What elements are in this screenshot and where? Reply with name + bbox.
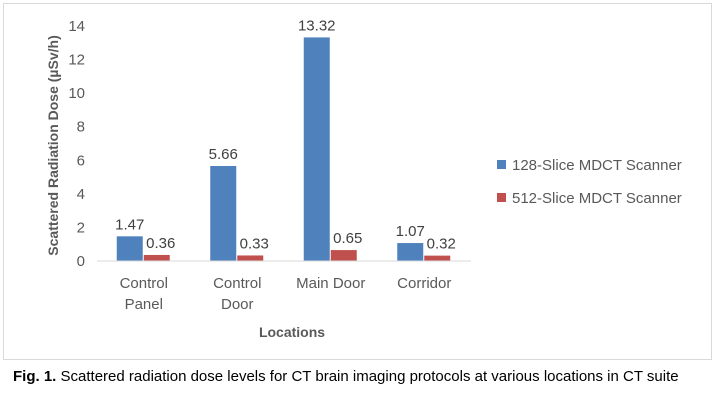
x-tick-label: Control Door xyxy=(213,275,261,313)
bar-512-slice xyxy=(237,255,264,261)
bar-512-slice xyxy=(330,250,357,261)
y-axis-title: Scattered Radiation Dose (µSv/h) xyxy=(45,35,61,255)
data-label: 0.33 xyxy=(240,235,269,252)
data-label: 1.47 xyxy=(115,216,144,233)
caption-label: Fig. 1. xyxy=(13,368,57,385)
data-label: 0.65 xyxy=(333,230,362,247)
legend-swatch xyxy=(497,160,506,169)
y-tick-label: 0 xyxy=(77,253,85,270)
data-label: 0.32 xyxy=(427,236,456,253)
legend: 128-Slice MDCT Scanner 512-Slice MDCT Sca… xyxy=(497,157,682,207)
data-label: 0.36 xyxy=(146,235,175,252)
y-tick-label: 12 xyxy=(68,52,85,69)
legend-label: 128-Slice MDCT Scanner xyxy=(512,157,682,174)
bar-128-slice xyxy=(303,37,330,261)
bar-128-slice xyxy=(397,243,424,261)
bar-128-slice xyxy=(116,236,143,261)
y-tick-label: 4 xyxy=(77,186,85,203)
data-label: 5.66 xyxy=(209,146,238,163)
legend-label: 512-Slice MDCT Scanner xyxy=(512,190,682,207)
y-tick-label: 10 xyxy=(68,85,85,102)
y-tick-label: 2 xyxy=(77,219,85,236)
figure-caption: Fig. 1. Scattered radiation dose levels … xyxy=(13,367,713,387)
y-tick-label: 6 xyxy=(77,152,85,169)
bar-512-slice xyxy=(424,255,451,261)
y-tick-label: 8 xyxy=(77,119,85,136)
data-label: 1.07 xyxy=(396,223,425,240)
bar-chart: 0 2 4 6 8 10 12 14 1.470.36 5.66 0.33 13.32 0.65 1.0… xyxy=(45,17,682,340)
bar-512-slice xyxy=(143,254,170,261)
x-tick-label: Corridor xyxy=(397,275,451,292)
x-tick-label: Main Door xyxy=(296,275,365,292)
x-tick-label: Control Panel xyxy=(120,275,168,313)
chart-frame: 0 2 4 6 8 10 12 14 1.47 0.36 5.66 0.33 13.32 0.65 1.0… xyxy=(3,3,712,360)
data-label: 13.32 xyxy=(298,17,336,34)
legend-swatch xyxy=(497,193,506,202)
bar-128-slice xyxy=(210,165,237,261)
y-tick-label: 14 xyxy=(68,18,85,35)
x-axis-title: Locations xyxy=(259,324,325,340)
caption-text: Scattered radiation dose levels for CT b… xyxy=(56,368,679,385)
